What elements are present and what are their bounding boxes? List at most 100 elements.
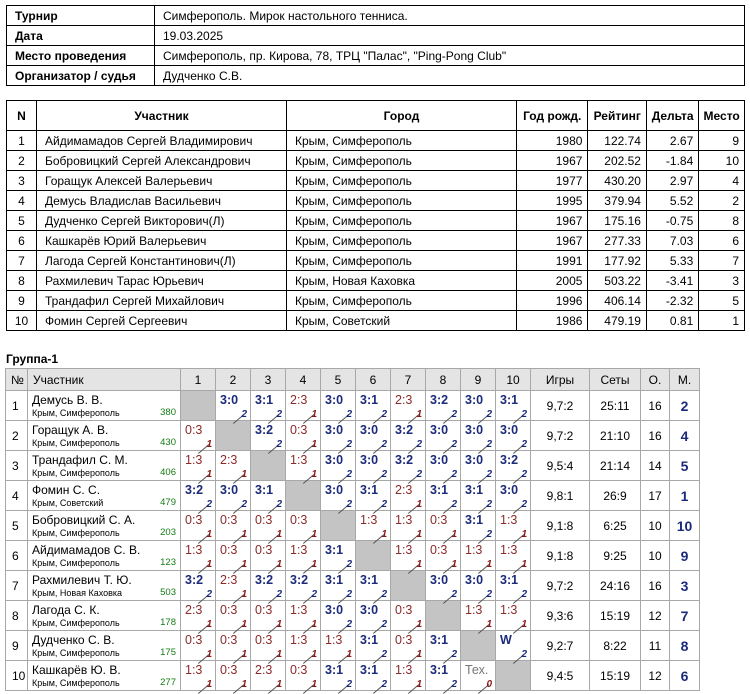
- match-score: 3:0: [465, 423, 484, 437]
- match-score: 1:3: [185, 543, 203, 557]
- player-rating: 277: [160, 677, 176, 688]
- header-opponent-8: 8: [425, 368, 461, 391]
- match-points: 1: [521, 619, 527, 630]
- match-points: 1: [241, 679, 247, 690]
- match-points: 1: [416, 529, 422, 540]
- match-result-cell: 2:3 1: [390, 480, 426, 514]
- sets-total: 15:19: [589, 660, 641, 691]
- match-score: 1:3: [185, 453, 203, 467]
- match-score: 3:1: [325, 543, 344, 557]
- match-result-cell: 0:3 1: [215, 600, 251, 634]
- match-result-cell: 1:3 1: [390, 540, 426, 574]
- match-score: 3:0: [325, 603, 344, 617]
- player-city: Крым, Симферополь: [32, 648, 120, 658]
- match-points: 1: [206, 649, 212, 660]
- row-number: 8: [5, 600, 28, 631]
- match-points: 1: [206, 619, 212, 630]
- participant-row: 5 Дудченко Сергей Викторович(Л) Крым, Симф…: [6, 210, 745, 231]
- match-points: 1: [416, 559, 422, 570]
- match-score: 2:3: [220, 453, 238, 467]
- match-score: 0:3: [290, 423, 308, 437]
- player-city: Крым, Симферополь: [32, 408, 120, 418]
- player-cell: Бобровицкий С. А. Крым, Симферополь 203: [27, 510, 181, 541]
- match-points: 2: [346, 469, 352, 480]
- match-points: 1: [311, 649, 317, 660]
- points-total: 16: [640, 420, 670, 451]
- participant-place: 2: [698, 190, 745, 211]
- match-score: 3:2: [430, 393, 449, 407]
- match-points: 1: [311, 439, 317, 450]
- match-result-cell: 3:0 2: [320, 480, 356, 514]
- match-result-cell: 0:3 1: [390, 600, 426, 634]
- row-number: 9: [5, 630, 28, 661]
- info-value: Симферополь, пр. Кирова, 78, ТРЦ "Палас"…: [154, 45, 745, 66]
- match-points: 1: [416, 409, 422, 420]
- row-number: 3: [5, 450, 28, 481]
- player-name: Рахмилевич Т. Ю.: [32, 573, 132, 587]
- match-points: 2: [346, 499, 352, 510]
- match-result-cell: 3:2 2: [250, 420, 286, 454]
- diagonal-cell: [180, 390, 216, 421]
- match-points: 2: [346, 679, 352, 690]
- points-total: 16: [640, 570, 670, 601]
- match-score: 3:0: [325, 393, 344, 407]
- match-result-cell: 3:1 2: [250, 390, 286, 424]
- match-score: 3:1: [500, 393, 519, 407]
- match-result-cell: 2:3 1: [215, 570, 251, 604]
- diagonal-cell: [250, 450, 286, 481]
- participant-birth-year: 1967: [515, 210, 589, 231]
- participant-name: Айдимамадов Сергей Владимирович: [36, 130, 287, 151]
- participant-name: Горащук Алексей Валерьевич: [36, 170, 287, 191]
- participant-delta: 7.03: [645, 230, 700, 251]
- participant-number: 6: [6, 230, 37, 251]
- match-points: 2: [416, 469, 422, 480]
- match-result-cell: 3:0 2: [320, 600, 356, 634]
- match-score: 1:3: [395, 513, 413, 527]
- match-score: 0:3: [185, 423, 203, 437]
- match-points: 1: [416, 619, 422, 630]
- match-score: 3:2: [500, 453, 519, 467]
- match-points: 0: [486, 679, 492, 690]
- participant-birth-year: 1991: [515, 250, 589, 271]
- match-points: 1: [241, 619, 247, 630]
- player-cell: Дудченко С. В. Крым, Симферополь 175: [27, 630, 181, 661]
- player-rating: 175: [160, 647, 176, 658]
- match-result-cell: 1:3 1: [180, 540, 216, 574]
- player-city: Крым, Симферополь: [32, 618, 120, 628]
- match-score: 0:3: [255, 543, 273, 557]
- final-place: 10: [669, 510, 700, 541]
- match-result-cell: 3:0 2: [355, 600, 391, 634]
- row-number: 5: [5, 510, 28, 541]
- header-opponent-4: 4: [285, 368, 321, 391]
- match-points: 2: [521, 409, 527, 420]
- header-player: Участник: [27, 368, 181, 391]
- match-score: 3:2: [255, 573, 274, 587]
- player-cell: Кашкарёв Ю. В. Крым, Симферополь 277: [27, 660, 181, 691]
- match-points: 1: [241, 649, 247, 660]
- games-total: 9,8:1: [530, 480, 590, 511]
- match-points: 2: [346, 409, 352, 420]
- final-place: 9: [669, 540, 700, 571]
- match-result-cell: 0:3 1: [180, 510, 216, 544]
- player-rating: 406: [160, 467, 176, 478]
- player-name: Горащук А. В.: [32, 423, 109, 437]
- match-score: 3:0: [500, 423, 519, 437]
- info-key: Организатор / судья: [6, 65, 155, 86]
- match-score: 0:3: [430, 513, 448, 527]
- participant-birth-year: 1967: [515, 150, 589, 171]
- participant-rating: 277.33: [587, 230, 647, 251]
- match-result-cell: 3:1 2: [425, 660, 461, 694]
- group-row: 4 Фомин С. С. Крым, Советский 479 3:2 2 3:0 2 3:…: [5, 480, 700, 514]
- participant-city: Крым, Новая Каховка: [286, 270, 517, 291]
- match-points: 1: [206, 679, 212, 690]
- match-result-cell: 3:2 2: [390, 420, 426, 454]
- player-name: Бобровицкий С. А.: [32, 513, 136, 527]
- header-opponent-6: 6: [355, 368, 391, 391]
- player-rating: 380: [160, 407, 176, 418]
- group-row: 8 Лагода С. К. Крым, Симферополь 178 2:3 1 0:3…: [5, 600, 700, 634]
- match-score: 0:3: [290, 513, 308, 527]
- player-name: Трандафил С. М.: [32, 453, 128, 467]
- match-score: 3:2: [185, 573, 204, 587]
- points-total: 10: [640, 510, 670, 541]
- header-opponent-3: 3: [250, 368, 286, 391]
